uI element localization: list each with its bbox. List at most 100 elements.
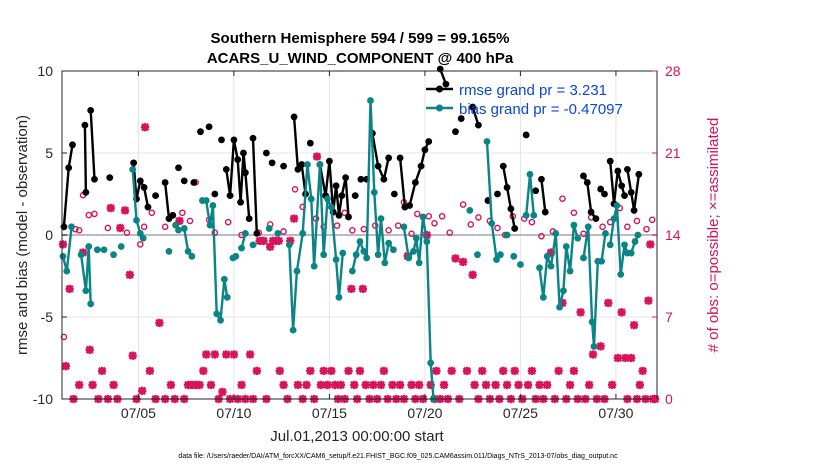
rmse-point [475, 121, 482, 129]
obs-assimilated-point [543, 380, 552, 390]
bias-point [165, 248, 173, 255]
obs-assimilated-point [330, 380, 340, 390]
bias-point [385, 239, 393, 247]
bias-point [324, 195, 331, 203]
obs-assimilated-point [61, 362, 70, 371]
obs-assimilated-point [312, 152, 322, 161]
bias-point [547, 262, 555, 270]
rmse-point [91, 175, 98, 183]
obs-possible-point [559, 195, 566, 202]
y2-tick-label: 14 [665, 227, 681, 243]
rmse-point [580, 172, 587, 180]
bias-line [202, 199, 229, 322]
obs-possible-point [179, 209, 186, 217]
obs-assimilated-point [316, 380, 325, 390]
obs-assimilated-point [327, 366, 336, 376]
obs-assimilated-point [621, 353, 630, 363]
bias-point [129, 166, 137, 173]
rmse-point [262, 149, 270, 157]
obs-possible-point [413, 210, 421, 218]
rmse-point [592, 215, 600, 223]
x-tick-label: 07/05 [121, 405, 156, 421]
obs-assimilated-point [279, 380, 288, 390]
obs-assimilated-point [116, 223, 125, 233]
rmse-line [251, 138, 258, 234]
bias-point [536, 264, 543, 272]
bias-point [580, 254, 587, 262]
bias-point [348, 267, 356, 275]
bias-point [588, 318, 596, 326]
bias-point [556, 303, 563, 311]
obs-assimilated-point [140, 123, 150, 132]
bias-point [133, 216, 140, 224]
rmse-point [253, 229, 261, 237]
rmse-point [623, 166, 631, 173]
rmse-point [230, 136, 238, 144]
obs-assimilated-point [88, 380, 97, 390]
bias-point [374, 251, 382, 259]
bias-line [79, 245, 92, 304]
obs-possible-point [538, 232, 545, 240]
obs-assimilated-point [388, 380, 397, 390]
legend-bias-label: bias grand pr = -0.47097 [459, 101, 623, 118]
bias-point [627, 249, 635, 257]
bias-point [539, 293, 547, 301]
rmse-line [371, 133, 390, 181]
rmse-point [511, 225, 519, 232]
obs-assimilated-point [222, 350, 231, 359]
bias-point [59, 252, 67, 260]
obs-possible-point [333, 222, 341, 229]
bias-point [410, 248, 417, 255]
bias-point [474, 251, 481, 259]
obs-assimilated-point [175, 216, 184, 226]
obs-possible-point [438, 212, 446, 220]
bias-point [526, 170, 534, 178]
data-file-footnote: data file: /Users/raeder/DAI/ATM_forcXX/… [178, 453, 618, 460]
chart-subtitle: ACARS_U_WIND_COMPONENT @ 400 hPa [207, 50, 514, 67]
rmse-point [130, 159, 138, 167]
obs-assimilated-point [355, 366, 365, 376]
bias-point [304, 161, 311, 168]
bias-point [85, 243, 93, 250]
x-tick-label: 07/20 [407, 405, 442, 421]
rmse-point [503, 184, 511, 191]
obs-assimilated-point [596, 342, 605, 351]
x-tick-label: 07/10 [216, 405, 251, 421]
bias-point [93, 246, 101, 254]
obs-assimilated-point [627, 353, 636, 363]
rmse-line [540, 179, 547, 213]
bias-point [415, 259, 423, 267]
rmse-point [290, 113, 298, 121]
y-tick-label: -5 [41, 309, 54, 325]
rmse-point [82, 188, 90, 196]
rmse-point [241, 169, 249, 177]
bias-point [560, 287, 567, 295]
obs-assimilated-point [106, 203, 115, 213]
rmse-point [627, 188, 635, 196]
obs-assimilated-point [523, 380, 533, 390]
obs-assimilated-point [155, 318, 164, 328]
y2-tick-label: 21 [665, 145, 681, 161]
obs-assimilated-point [266, 242, 275, 251]
rmse-point [87, 106, 95, 114]
obs-assimilated-point [646, 240, 655, 249]
obs-possible-point [528, 218, 536, 226]
rmse-point [621, 192, 628, 200]
obs-assimilated-point [58, 240, 68, 249]
bias-point [598, 257, 606, 265]
series-layer [59, 65, 643, 403]
obs-assimilated-point [259, 236, 268, 246]
obs-assimilated-point [125, 270, 134, 279]
bias-point [606, 241, 614, 249]
rmse-point [106, 174, 114, 182]
obs-assimilated-point [395, 380, 405, 390]
obs-assimilated-point [554, 366, 563, 376]
bias-point [427, 359, 435, 367]
obs-assimilated-point [462, 366, 472, 376]
rmse-point [169, 211, 177, 219]
obs-assimilated-point [638, 366, 647, 376]
rmse-point [161, 179, 169, 186]
bias-point [466, 207, 474, 214]
obs-assimilated-point [361, 380, 370, 390]
